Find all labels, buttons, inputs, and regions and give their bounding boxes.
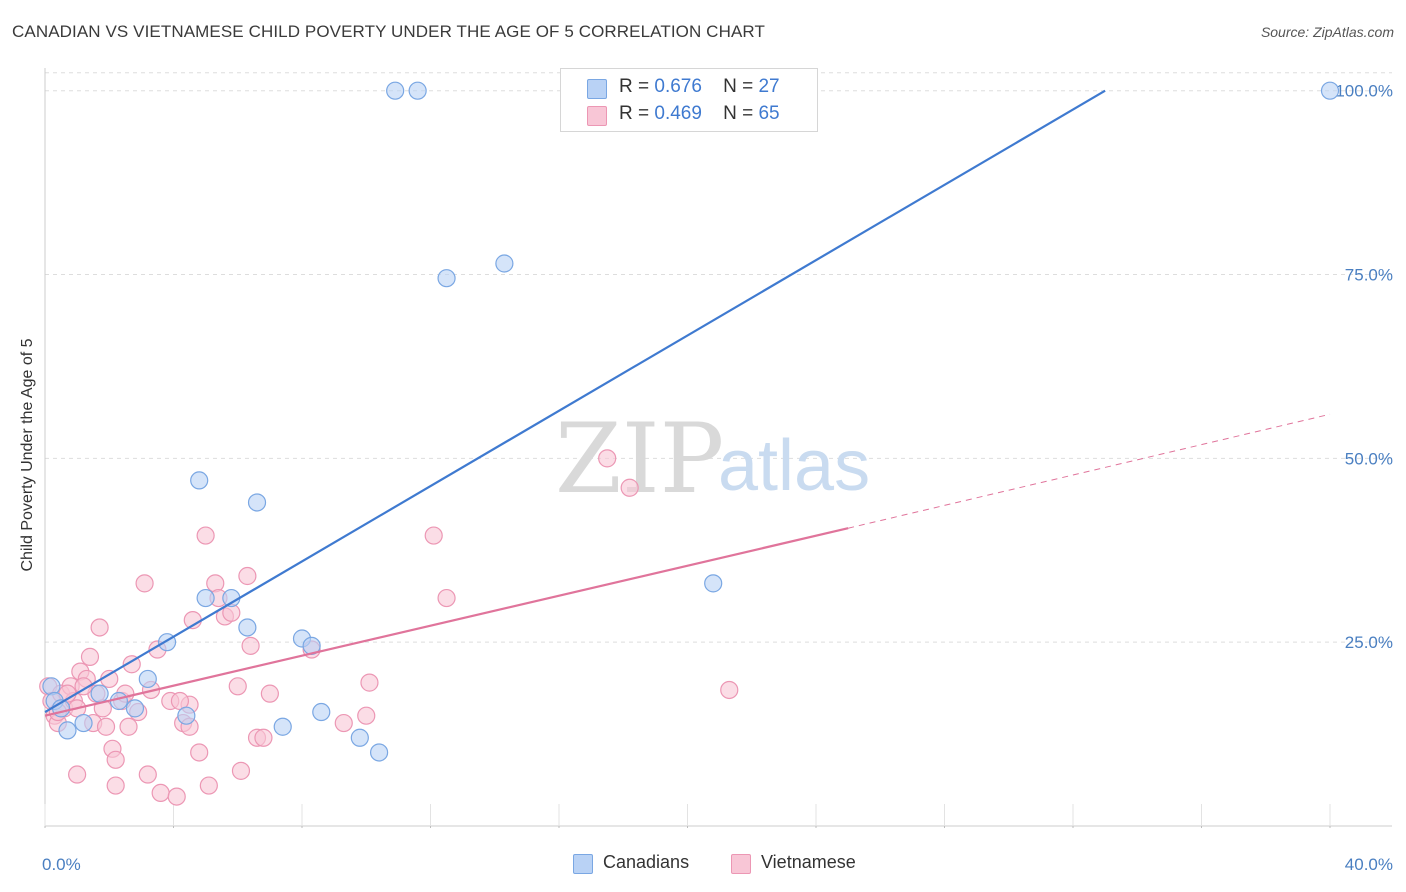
stats-legend: R = 0.676 N = 27 R = 0.469 N = 65 bbox=[560, 68, 818, 132]
vietnamese-point bbox=[106, 776, 125, 795]
n-value: 27 bbox=[758, 76, 780, 97]
vietnamese-point bbox=[231, 761, 251, 780]
vietnamese-point bbox=[74, 677, 93, 696]
canadians-point bbox=[408, 81, 427, 100]
canadians-point bbox=[196, 588, 215, 608]
vietnamese-point bbox=[151, 783, 170, 803]
vietnamese-point bbox=[254, 728, 273, 747]
n-value: 65 bbox=[758, 103, 780, 124]
vietnamese-point bbox=[96, 717, 116, 736]
x-tick-label: 40.0% bbox=[1345, 855, 1393, 874]
canadians-point bbox=[386, 81, 405, 100]
grid-lines bbox=[45, 72, 1392, 643]
vietnamese-point bbox=[228, 677, 247, 696]
legend-label-vietnamese: Vietnamese bbox=[761, 852, 856, 872]
vietnamese-point bbox=[90, 618, 109, 637]
vietnamese-point bbox=[167, 787, 186, 806]
vietnamese-point bbox=[138, 765, 157, 784]
vietnamese-point bbox=[334, 713, 353, 733]
canadians-point bbox=[190, 471, 209, 490]
canadians-point bbox=[1320, 81, 1340, 100]
vietnamese-point bbox=[206, 574, 225, 593]
canadians-point bbox=[350, 728, 369, 747]
watermark-atlas: atlas bbox=[718, 426, 870, 506]
canadians-point bbox=[138, 669, 157, 689]
vietnamese-point bbox=[135, 574, 154, 593]
vietnamese-point bbox=[68, 765, 87, 784]
legend-swatch-vietnamese bbox=[587, 106, 607, 126]
source-credit: Source: ZipAtlas.com bbox=[1260, 24, 1394, 40]
canadians-point bbox=[247, 493, 267, 512]
trend-lines bbox=[44, 89, 1331, 717]
canadians-point bbox=[177, 706, 196, 725]
vietnamese-point bbox=[241, 636, 260, 655]
vietnamese-point bbox=[357, 706, 376, 725]
canadians-point bbox=[273, 717, 292, 736]
vietnamese-point bbox=[122, 655, 141, 674]
chart-title: CANADIAN VS VIETNAMESE CHILD POVERTY UND… bbox=[12, 22, 765, 41]
vietnamese-point bbox=[598, 449, 617, 468]
vietnamese-point bbox=[196, 526, 215, 545]
vietnamese-point bbox=[199, 776, 218, 795]
r-value: 0.676 bbox=[654, 76, 702, 97]
vietnamese-trend-extension bbox=[848, 413, 1331, 529]
watermark-zip: ZIP bbox=[555, 403, 724, 515]
canadians-point bbox=[58, 721, 77, 740]
vietnamese-trend-line bbox=[44, 527, 849, 717]
vietnamese-point bbox=[437, 588, 456, 608]
vietnamese-point bbox=[620, 478, 639, 497]
watermark: ZIP atlas bbox=[555, 403, 870, 515]
n-label: N = bbox=[723, 103, 754, 124]
legend-stats-vietnamese: R = 0.469 N = 65 bbox=[619, 103, 780, 125]
canadians-point bbox=[312, 702, 331, 722]
vietnamese-point bbox=[424, 526, 443, 545]
series-legend: Canadians Vietnamese bbox=[0, 852, 1406, 878]
vietnamese-point bbox=[80, 647, 100, 666]
canadians-point bbox=[437, 269, 456, 288]
y-tick-label: 100.0% bbox=[1335, 82, 1393, 101]
vietnamese-point bbox=[260, 684, 279, 703]
x-tick-label: 0.0% bbox=[42, 855, 81, 874]
vietnamese-point bbox=[190, 743, 209, 762]
vietnamese-point bbox=[119, 717, 138, 736]
canadians-point bbox=[370, 743, 389, 762]
canadians-point bbox=[495, 254, 514, 273]
legend-swatch-canadians bbox=[573, 854, 593, 874]
vietnamese-point bbox=[360, 673, 379, 692]
legend-swatch-vietnamese bbox=[731, 854, 751, 874]
legend-label-canadians: Canadians bbox=[603, 852, 690, 872]
canadians-trend-line bbox=[44, 89, 1106, 713]
canadians-point bbox=[704, 574, 723, 593]
canadians-point bbox=[90, 684, 109, 703]
r-value: 0.469 bbox=[654, 103, 702, 124]
canadians-point bbox=[74, 713, 93, 733]
vietnamese-point bbox=[238, 566, 257, 586]
r-label: R = bbox=[619, 103, 650, 124]
canadians-point bbox=[125, 699, 145, 718]
canadians-point bbox=[238, 618, 257, 637]
legend-swatch-canadians bbox=[587, 79, 607, 99]
y-tick-label: 50.0% bbox=[1345, 449, 1393, 468]
canadians-point bbox=[109, 691, 128, 711]
y-tick-label: 25.0% bbox=[1345, 633, 1393, 652]
tick-labels: 25.0% 50.0% 75.0% 100.0% 0.0% 40.0% bbox=[42, 82, 1393, 874]
y-tick-label: 75.0% bbox=[1345, 266, 1393, 285]
vietnamese-point bbox=[106, 750, 125, 769]
legend-stats-canadians: R = 0.676 N = 27 bbox=[619, 76, 780, 98]
canadians-point bbox=[42, 677, 61, 696]
r-label: R = bbox=[619, 76, 650, 97]
vietnamese-point bbox=[720, 680, 739, 700]
n-label: N = bbox=[723, 76, 754, 97]
